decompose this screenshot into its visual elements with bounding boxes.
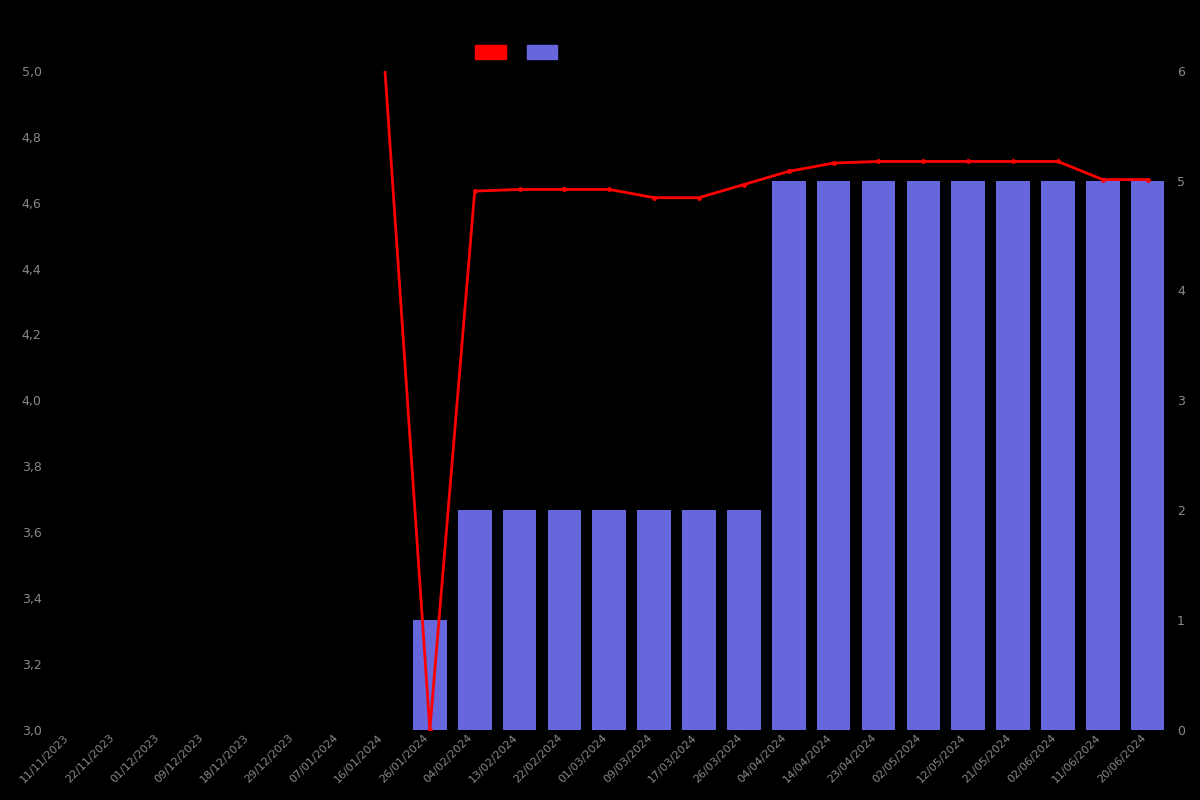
Bar [1086,181,1120,730]
Bar [862,181,895,730]
Bar [727,510,761,730]
Bar [952,181,985,730]
Bar [458,510,492,730]
Legend: , : , [475,45,564,60]
Bar [817,181,851,730]
Bar [772,181,805,730]
Bar [683,510,716,730]
Bar [906,181,940,730]
Bar [1042,181,1075,730]
Bar [503,510,536,730]
Bar [547,510,581,730]
Bar [1130,181,1164,730]
Bar [413,620,446,730]
Bar [637,510,671,730]
Bar [996,181,1030,730]
Bar [593,510,626,730]
